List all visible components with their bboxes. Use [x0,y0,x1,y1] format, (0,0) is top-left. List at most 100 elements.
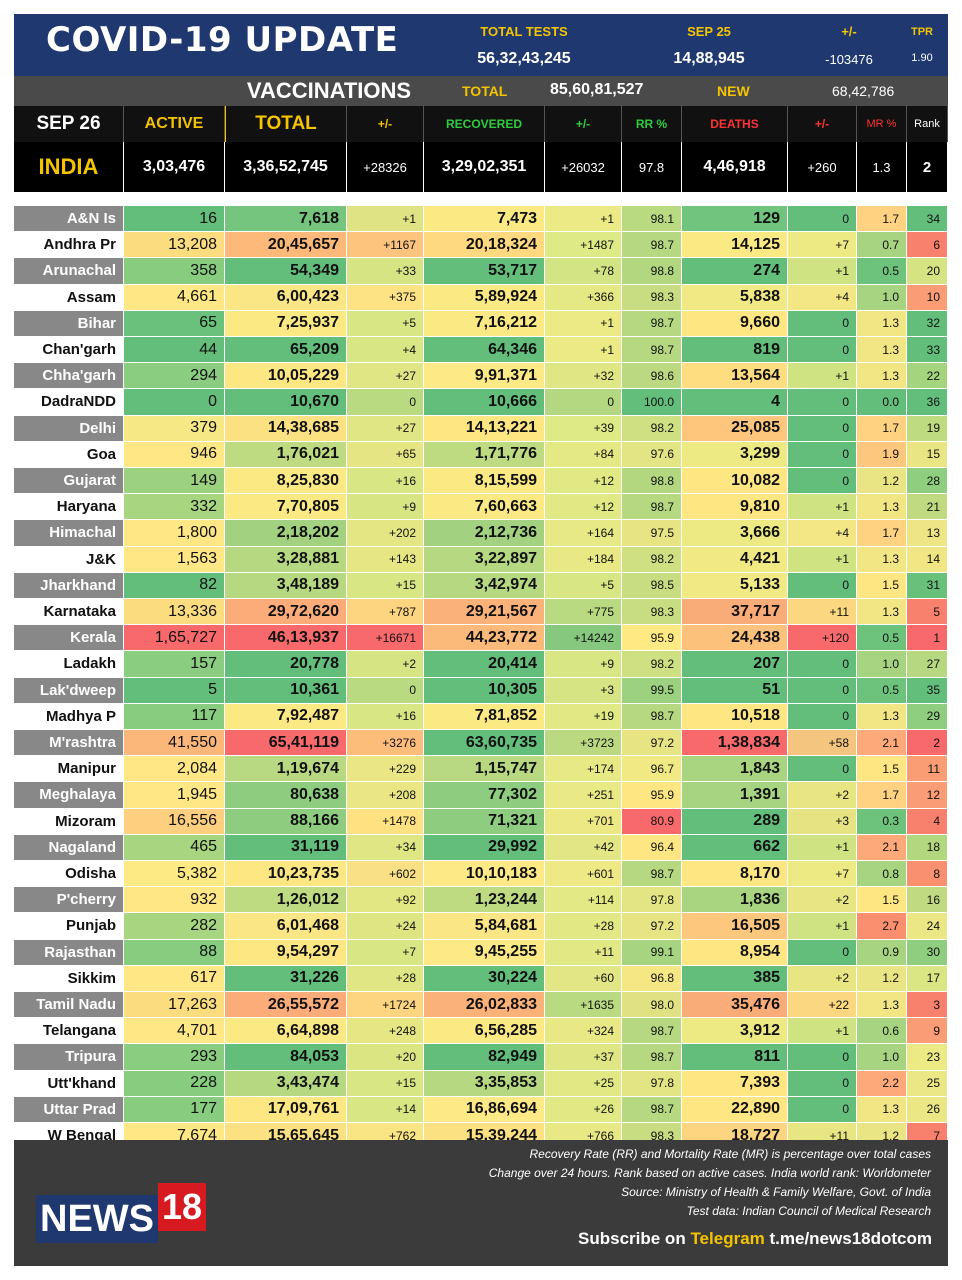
recovered-cell: 63,60,735 [424,730,545,757]
table-row: Punjab 282 6,01,468 +24 5,84,681 +28 97.2 16,50… [14,913,948,940]
date-label: SEP 25 [687,24,731,39]
rank-cell: 29 [907,703,948,730]
mortality-rate-cell: 1.3 [857,363,907,390]
recovered-change-cell: +84 [545,441,622,468]
deaths-change-cell: 0 [788,206,857,233]
column-header-active: ACTIVE [124,106,225,142]
deaths-cell: 37,717 [682,599,788,626]
table-row: Chha'garh 294 10,05,229 +27 9,91,371 +32 98.6 1… [14,363,948,390]
recovered-change-cell: +28 [545,913,622,940]
rank-cell: 36 [907,389,948,416]
rank-cell: 21 [907,494,948,521]
mortality-rate-cell: 2.1 [857,834,907,861]
table-row: P'cherry 932 1,26,012 +92 1,23,244 +114 97.8 1,… [14,887,948,914]
total-cell: 17,09,761 [225,1096,347,1123]
table-row: M'rashtra 41,550 65,41,119 +3276 63,60,735 +3… [14,730,948,757]
total-change-cell: +24 [347,913,424,940]
total-cell: 3,48,189 [225,572,347,599]
table-row: Haryana 332 7,70,805 +9 7,60,663 +12 98.7 9,810… [14,494,948,521]
recovered-change-cell: +19 [545,703,622,730]
footnote-change: Change over 24 hours. Rank based on acti… [488,1166,931,1180]
recovered-cell: 44,23,772 [424,625,545,652]
deaths-cell: 25,085 [682,415,788,442]
recovery-rate-cell: 96.4 [622,834,682,861]
active-cell: 4,661 [124,284,225,311]
total-change-cell: +33 [347,258,424,285]
total-change-cell: +208 [347,782,424,809]
state-cell: J&K [14,546,124,573]
deaths-change-cell: +4 [788,520,857,547]
active-cell: 1,65,727 [124,625,225,652]
recovered-change-cell: +60 [545,965,622,992]
india-total-row: INDIA 3,03,476 3,36,52,745 +28326 3,29,02,35… [14,142,948,192]
recovery-rate-cell: 98.7 [622,232,682,259]
deaths-cell: 35,476 [682,992,788,1019]
total-cell: 88,166 [225,808,347,835]
mortality-rate-cell: 1.3 [857,494,907,521]
deaths-cell: 9,810 [682,494,788,521]
total-change-cell: +787 [347,599,424,626]
recovered-cell: 26,02,833 [424,992,545,1019]
total-change-cell: +602 [347,861,424,888]
total-change-cell: +34 [347,834,424,861]
state-cell: Madhya P [14,703,124,730]
deaths-change-cell: +3 [788,808,857,835]
column-header-mortality-rate: MR % [857,106,907,142]
total-change-cell: +229 [347,756,424,783]
state-cell: Delhi [14,415,124,442]
state-cell: Himachal [14,520,124,547]
page-title: COVID-19 UPDATE [46,20,399,60]
recovered-change-cell: +1635 [545,992,622,1019]
table-row: Ladakh 157 20,778 +2 20,414 +9 98.2 207 0 1.0 27 [14,651,948,678]
active-cell: 13,208 [124,232,225,259]
state-cell: Kerala [14,625,124,652]
total-cell: 3,28,881 [225,546,347,573]
total-cell: 1,76,021 [225,441,347,468]
rank-cell: 31 [907,572,948,599]
deaths-change-cell: 0 [788,415,857,442]
total-cell: 20,778 [225,651,347,678]
recovered-cell: 10,10,183 [424,861,545,888]
state-cell: Meghalaya [14,782,124,809]
table-row: Nagaland 465 31,119 +34 29,992 +42 96.4 662 +1 2.… [14,834,948,861]
vax-new-label: NEW [717,83,750,99]
state-cell: Uttar Prad [14,1096,124,1123]
total-cell: 1,26,012 [225,887,347,914]
deaths-cell: 10,518 [682,703,788,730]
deaths-change-cell: +1 [788,1018,857,1045]
recovered-cell: 2,12,736 [424,520,545,547]
recovered-cell: 5,89,924 [424,284,545,311]
recovered-cell: 64,346 [424,337,545,364]
recovered-cell: 10,305 [424,677,545,704]
mortality-rate-cell: 1.7 [857,415,907,442]
total-cell: 80,638 [225,782,347,809]
state-cell: Sikkim [14,965,124,992]
recovered-change-cell: +775 [545,599,622,626]
total-cell: 65,41,119 [225,730,347,757]
total-change-cell: +27 [347,415,424,442]
state-cell: Lak'dweep [14,677,124,704]
state-cell: Nagaland [14,834,124,861]
mortality-rate-cell: 1.0 [857,651,907,678]
state-cell: Odisha [14,861,124,888]
total-change-cell: +5 [347,310,424,337]
total-change-cell: +248 [347,1018,424,1045]
total-cell: 10,05,229 [225,363,347,390]
recovery-rate-cell: 98.7 [622,310,682,337]
rank-cell: 32 [907,310,948,337]
recovered-cell: 20,18,324 [424,232,545,259]
rank-cell: 1 [907,625,948,652]
state-cell: Utt'khand [14,1070,124,1097]
total-cell: 10,23,735 [225,861,347,888]
deaths-change-cell: 0 [788,389,857,416]
total-cell: 8,25,830 [225,468,347,495]
recovered-cell: 7,16,212 [424,310,545,337]
table-row: J&K 1,563 3,28,881 +143 3,22,897 +184 98.2 4,42… [14,546,948,573]
date-tests-value: 14,88,945 [673,50,745,67]
mortality-rate-cell: 0.9 [857,939,907,966]
mortality-rate-cell: 0.6 [857,1018,907,1045]
total-cell: 31,119 [225,834,347,861]
deaths-change-cell: 0 [788,468,857,495]
telegram-link[interactable]: t.me/news18dotcom [769,1229,933,1248]
deaths-cell: 16,505 [682,913,788,940]
